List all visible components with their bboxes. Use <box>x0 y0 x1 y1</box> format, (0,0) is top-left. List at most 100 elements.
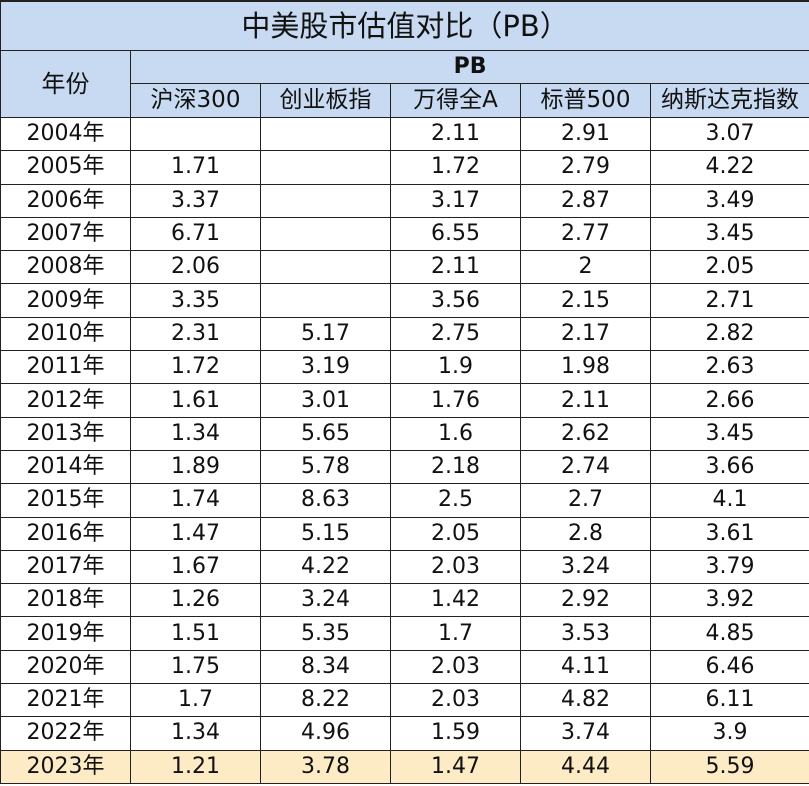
value-cell: 2.18 <box>390 449 521 485</box>
table-row: 2014年 1.89 5.78 2.18 2.74 3.66 <box>0 449 809 485</box>
table-row: 2015年 1.74 8.63 2.5 2.7 4.1 <box>0 483 809 518</box>
value-cell: 1.34 <box>130 416 261 451</box>
table-row: 2012年 1.61 3.01 1.76 2.11 2.66 <box>0 383 809 418</box>
table-title: 中美股市估值对比（PB） <box>0 0 809 51</box>
value-cell: 3.45 <box>649 216 809 252</box>
value-cell: 5.15 <box>260 516 391 551</box>
value-cell: 3.19 <box>260 350 391 385</box>
value-cell: 1.89 <box>130 449 261 485</box>
value-cell: 2.79 <box>520 150 651 185</box>
value-cell: 2.11 <box>390 116 521 152</box>
value-cell <box>260 250 391 285</box>
table-row: 2018年 1.26 3.24 1.42 2.92 3.92 <box>0 583 809 618</box>
year-column-header: 年份 <box>0 50 131 118</box>
year-cell: 2017年 <box>0 549 131 585</box>
value-cell: 2.05 <box>649 250 809 285</box>
column-header-sp500: 标普500 <box>520 83 651 118</box>
value-cell: 2.74 <box>520 449 651 485</box>
value-cell: 3.79 <box>649 549 809 585</box>
value-cell: 1.74 <box>130 483 261 518</box>
value-cell: 8.63 <box>260 483 391 518</box>
column-header-hs300: 沪深300 <box>130 83 261 118</box>
value-cell: 1.72 <box>390 150 521 185</box>
column-header-wind-all-a: 万得全A <box>390 83 521 118</box>
value-cell <box>260 183 391 218</box>
value-cell: 1.61 <box>130 383 261 418</box>
value-cell: 2.82 <box>649 316 809 352</box>
table-row: 2019年 1.51 5.35 1.7 3.53 4.85 <box>0 616 809 651</box>
table-row: 2023年 1.21 3.78 1.47 4.44 5.59 <box>0 749 809 784</box>
value-cell: 2.71 <box>649 283 809 318</box>
table-row: 2022年 1.34 4.96 1.59 3.74 3.9 <box>0 716 809 751</box>
value-cell: 2.63 <box>649 350 809 385</box>
value-cell: 3.24 <box>520 549 651 585</box>
value-cell <box>130 116 261 152</box>
year-cell: 2020年 <box>0 649 131 685</box>
value-cell: 3.45 <box>649 416 809 451</box>
value-cell: 2.66 <box>649 383 809 418</box>
year-cell: 2006年 <box>0 183 131 218</box>
value-cell: 1.76 <box>390 383 521 418</box>
value-cell: 2.11 <box>520 383 651 418</box>
value-cell: 1.71 <box>130 150 261 185</box>
value-cell: 3.24 <box>260 583 391 618</box>
table-row: 2009年 3.35 3.56 2.15 2.71 <box>0 283 809 318</box>
value-cell: 4.11 <box>520 649 651 685</box>
year-cell: 2014年 <box>0 449 131 485</box>
value-cell: 2.92 <box>520 583 651 618</box>
value-cell: 1.72 <box>130 350 261 385</box>
value-cell: 2.03 <box>390 549 521 585</box>
year-cell: 2012年 <box>0 383 131 418</box>
value-cell: 1.42 <box>390 583 521 618</box>
value-cell: 2.77 <box>520 216 651 252</box>
year-cell: 2016年 <box>0 516 131 551</box>
value-cell: 3.01 <box>260 383 391 418</box>
value-cell: 3.9 <box>649 716 809 751</box>
value-cell <box>260 116 391 152</box>
year-cell: 2011年 <box>0 350 131 385</box>
year-cell: 2010年 <box>0 316 131 352</box>
value-cell: 2.03 <box>390 649 521 685</box>
year-cell: 2015年 <box>0 483 131 518</box>
value-cell: 5.35 <box>260 616 391 651</box>
value-cell: 1.51 <box>130 616 261 651</box>
value-cell: 2.5 <box>390 483 521 518</box>
value-cell: 2.91 <box>520 116 651 152</box>
table-row: 2004年 2.11 2.91 3.07 <box>0 116 809 152</box>
value-cell: 2.8 <box>520 516 651 551</box>
value-cell: 6.46 <box>649 649 809 685</box>
value-cell <box>260 283 391 318</box>
value-cell: 5.78 <box>260 449 391 485</box>
value-cell: 6.11 <box>649 683 809 718</box>
table-row: 2011年 1.72 3.19 1.9 1.98 2.63 <box>0 350 809 385</box>
value-cell: 4.82 <box>520 683 651 718</box>
value-cell: 5.65 <box>260 416 391 451</box>
year-cell: 2007年 <box>0 216 131 252</box>
year-cell: 2021年 <box>0 683 131 718</box>
value-cell: 2.17 <box>520 316 651 352</box>
value-cell: 5.17 <box>260 316 391 352</box>
value-cell: 3.56 <box>390 283 521 318</box>
value-cell: 1.7 <box>130 683 261 718</box>
value-cell: 1.26 <box>130 583 261 618</box>
value-cell: 3.78 <box>260 749 391 784</box>
year-cell: 2022年 <box>0 716 131 751</box>
value-cell: 3.92 <box>649 583 809 618</box>
value-cell: 4.85 <box>649 616 809 651</box>
value-cell: 3.07 <box>649 116 809 152</box>
column-header-nasdaq: 纳斯达克指数 <box>649 83 809 118</box>
value-cell: 3.49 <box>649 183 809 218</box>
year-cell: 2008年 <box>0 250 131 285</box>
value-cell <box>260 150 391 185</box>
year-cell: 2023年 <box>0 749 131 784</box>
value-cell: 1.9 <box>390 350 521 385</box>
value-cell: 4.44 <box>520 749 651 784</box>
table-row: 2010年 2.31 5.17 2.75 2.17 2.82 <box>0 316 809 352</box>
value-cell: 8.22 <box>260 683 391 718</box>
value-cell: 1.59 <box>390 716 521 751</box>
table-row: 2016年 1.47 5.15 2.05 2.8 3.61 <box>0 516 809 551</box>
value-cell: 1.75 <box>130 649 261 685</box>
table-row: 2013年 1.34 5.65 1.6 2.62 3.45 <box>0 416 809 451</box>
table-row: 2006年 3.37 3.17 2.87 3.49 <box>0 183 809 218</box>
